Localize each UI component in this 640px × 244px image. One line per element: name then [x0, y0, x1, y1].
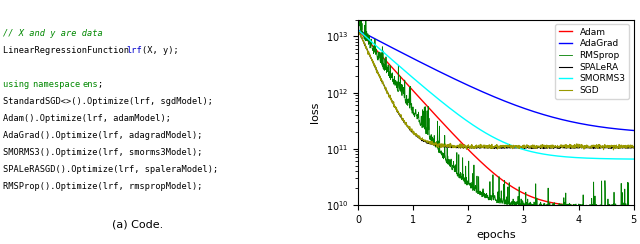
X-axis label: epochs: epochs [476, 230, 516, 240]
Adam [383, 60, 390, 63]
Line: SMORMS3: SMORMS3 [358, 30, 634, 159]
RMSprop [600, 206, 607, 209]
SGD [630, 146, 637, 149]
Text: SPALeRASGD().Optimize(lrf, spaleraModel);: SPALeRASGD().Optimize(lrf, spaleraModel)… [3, 165, 218, 174]
AdaGrad [630, 129, 637, 132]
Adam [476, 159, 483, 162]
SGD [466, 147, 474, 150]
RMSprop [383, 71, 390, 74]
RMSprop [356, 8, 364, 11]
SPALeRA [476, 146, 483, 149]
Text: LinearRegressionFunction: LinearRegressionFunction [3, 46, 134, 55]
SPALeRA [383, 89, 390, 92]
Adam [569, 204, 577, 207]
SMORMS3 [630, 158, 637, 161]
SMORMS3 [574, 156, 582, 159]
Adam [630, 206, 637, 209]
SGD [383, 90, 390, 93]
SPALeRA [590, 147, 598, 150]
SMORMS3 [466, 121, 474, 124]
AdaGrad [574, 122, 582, 124]
Line: Adam: Adam [358, 30, 634, 207]
SMORMS3 [476, 128, 483, 131]
Text: StandardSGD<>().Optimize(lrf, sgdModel);: StandardSGD<>().Optimize(lrf, sgdModel); [3, 97, 212, 106]
Adam [574, 204, 582, 207]
AdaGrad [466, 84, 474, 87]
Y-axis label: loss: loss [310, 102, 320, 123]
AdaGrad [476, 89, 483, 92]
RMSprop [355, 18, 362, 21]
SGD [543, 147, 551, 150]
Text: (a) Code.: (a) Code. [112, 220, 163, 230]
AdaGrad [383, 43, 390, 46]
Text: ens: ens [82, 80, 98, 89]
RMSprop [574, 204, 582, 207]
SGD [574, 142, 582, 145]
AdaGrad [355, 29, 362, 31]
Line: RMSprop: RMSprop [358, 9, 634, 207]
Adam [355, 29, 362, 31]
Text: lrf: lrf [127, 46, 143, 55]
Text: AdaGrad().Optimize(lrf, adagradModel);: AdaGrad().Optimize(lrf, adagradModel); [3, 131, 202, 140]
SMORMS3 [543, 153, 551, 156]
Line: AdaGrad: AdaGrad [358, 30, 634, 131]
Text: using: using [3, 80, 35, 89]
RMSprop [630, 205, 637, 208]
Adam [543, 200, 551, 203]
SPALeRA [355, 28, 362, 31]
RMSprop [466, 184, 474, 187]
Adam [466, 149, 474, 152]
SPALeRA [630, 146, 637, 149]
SGD [569, 146, 577, 149]
SPALeRA [574, 146, 582, 149]
Text: RMSProp().Optimize(lrf, rmspropModel);: RMSProp().Optimize(lrf, rmspropModel); [3, 182, 202, 191]
Text: (X, y);: (X, y); [141, 46, 179, 55]
SMORMS3 [355, 29, 362, 31]
SPALeRA [466, 146, 474, 149]
Line: SGD: SGD [358, 30, 634, 150]
Text: // X and y are data: // X and y are data [3, 29, 102, 38]
Line: SPALeRA: SPALeRA [358, 30, 634, 149]
Legend: Adam, AdaGrad, RMSprop, SPALeRA, SMORMS3, SGD: Adam, AdaGrad, RMSprop, SPALeRA, SMORMS3… [555, 24, 629, 99]
SGD [476, 145, 483, 148]
Text: namespace: namespace [33, 80, 85, 89]
RMSprop [476, 190, 484, 193]
Text: ;: ; [97, 80, 102, 89]
RMSprop [570, 203, 577, 206]
AdaGrad [569, 121, 577, 123]
SPALeRA [569, 146, 577, 149]
SPALeRA [543, 146, 551, 149]
Text: Adam().Optimize(lrf, adamModel);: Adam().Optimize(lrf, adamModel); [3, 114, 171, 123]
AdaGrad [543, 114, 551, 117]
SGD [610, 148, 618, 151]
SMORMS3 [569, 156, 577, 159]
SMORMS3 [383, 53, 390, 56]
RMSprop [544, 205, 552, 208]
Text: SMORMS3().Optimize(lrf, smorms3Model);: SMORMS3().Optimize(lrf, smorms3Model); [3, 148, 202, 157]
SGD [355, 29, 362, 31]
